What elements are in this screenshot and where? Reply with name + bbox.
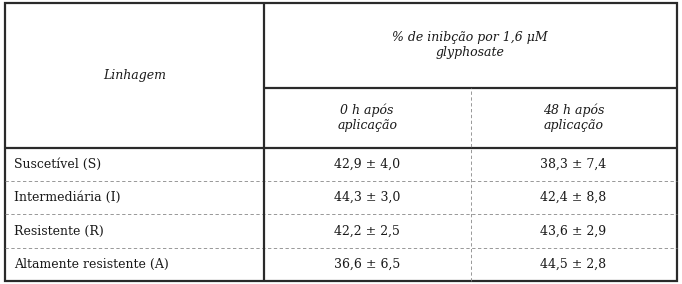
Text: 48 h após
aplicação: 48 h após aplicação: [543, 103, 604, 132]
Text: 44,5 ± 2,8: 44,5 ± 2,8: [540, 258, 606, 271]
Text: Linhagem: Linhagem: [103, 69, 166, 82]
Text: Altamente resistente (A): Altamente resistente (A): [14, 258, 169, 271]
Text: % de inibção por 1,6 μM
glyphosate: % de inibção por 1,6 μM glyphosate: [392, 31, 548, 59]
Text: 43,6 ± 2,9: 43,6 ± 2,9: [540, 225, 606, 237]
Text: 42,4 ± 8,8: 42,4 ± 8,8: [540, 191, 607, 204]
Text: 44,3 ± 3,0: 44,3 ± 3,0: [334, 191, 400, 204]
Text: Intermediária (I): Intermediária (I): [14, 191, 121, 204]
Text: 0 h após
aplicação: 0 h após aplicação: [337, 103, 397, 132]
Text: 38,3 ± 7,4: 38,3 ± 7,4: [540, 158, 607, 171]
Text: Suscetível (S): Suscetível (S): [14, 158, 102, 171]
Text: 42,2 ± 2,5: 42,2 ± 2,5: [334, 225, 400, 237]
Text: 42,9 ± 4,0: 42,9 ± 4,0: [334, 158, 400, 171]
Text: Resistente (R): Resistente (R): [14, 225, 104, 237]
Text: 36,6 ± 6,5: 36,6 ± 6,5: [334, 258, 400, 271]
